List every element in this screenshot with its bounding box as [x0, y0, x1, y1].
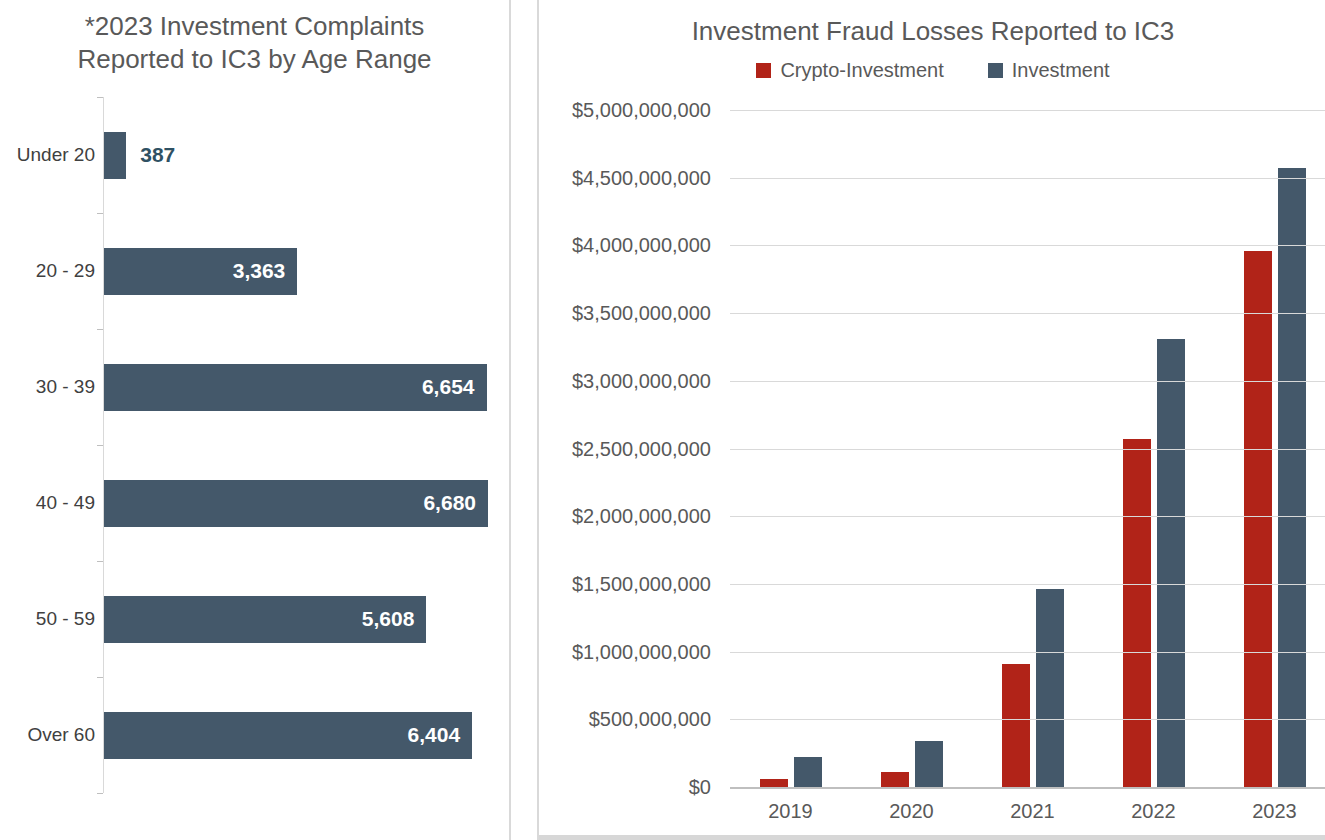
- age-label: 30 - 39: [0, 376, 95, 398]
- age-label: 20 - 29: [0, 260, 95, 282]
- left-chart-title-line2: Reported to IC3 by Age Range: [77, 44, 431, 74]
- gridline: [730, 110, 1325, 111]
- legend-label-crypto-investment: Crypto-Investment: [780, 59, 943, 82]
- gridline: [730, 449, 1325, 450]
- age-label: 40 - 49: [0, 492, 95, 514]
- investment-bar: [915, 741, 943, 787]
- complaints-bar: 6,654: [104, 364, 487, 411]
- gridline: [730, 245, 1325, 246]
- value-label: 387: [140, 143, 175, 167]
- gridline: [730, 381, 1325, 382]
- y-axis-tick-label: $3,500,000,000: [539, 301, 711, 325]
- bottom-edge-strip: [539, 835, 1325, 840]
- y-axis-tick-label: $3,000,000,000: [539, 369, 711, 393]
- crypto-investment-bar: [1123, 439, 1151, 787]
- gridline: [730, 178, 1325, 179]
- crypto-investment-bar: [760, 779, 788, 787]
- legend-item-crypto-investment: Crypto-Investment: [756, 59, 943, 82]
- fraud-losses-plot-area: $5,000,000,000$4,500,000,000$4,000,000,0…: [539, 110, 1325, 789]
- age-row: Over 60 6,404: [0, 677, 509, 793]
- investment-bar: [794, 757, 822, 787]
- y-axis-tick-label: $1,500,000,000: [539, 572, 711, 596]
- y-axis-tick-label: $2,000,000,000: [539, 504, 711, 528]
- gridline: [730, 313, 1325, 314]
- x-axis-label: 2022: [1093, 800, 1214, 823]
- right-chart-title: Investment Fraud Losses Reported to IC3: [539, 16, 1325, 47]
- x-axis-label: 2020: [851, 800, 972, 823]
- age-label: Under 20: [0, 144, 95, 166]
- age-row: 40 - 49 6,680: [0, 445, 509, 561]
- y-axis-tick-label: $5,000,000,000: [539, 98, 711, 122]
- investment-bar: [1036, 589, 1064, 787]
- y-axis-tick-label: $0: [539, 775, 711, 799]
- x-axis-label: 2021: [972, 800, 1093, 823]
- crypto-investment-bar: [881, 772, 909, 787]
- x-axis-labels: 20192020202120222023: [730, 800, 1325, 823]
- complaints-bar: 6,680: [104, 480, 488, 527]
- investment-bar: [1278, 168, 1306, 787]
- age-row: Under 20 387: [0, 97, 509, 213]
- y-axis-tick-label: $4,000,000,000: [539, 233, 711, 257]
- complaints-bar: 3,363: [104, 248, 297, 295]
- y-axis-tick-label: $2,500,000,000: [539, 437, 711, 461]
- value-label: 6,654: [422, 375, 487, 399]
- complaints-bar: [104, 132, 126, 179]
- complaints-bar: 6,404: [104, 712, 472, 759]
- legend-item-investment: Investment: [988, 59, 1110, 82]
- legend: Crypto-Investment Investment: [539, 59, 1325, 82]
- investment-swatch-icon: [988, 63, 1003, 78]
- value-label: 6,404: [408, 723, 473, 747]
- value-label: 3,363: [233, 259, 298, 283]
- age-label: 50 - 59: [0, 608, 95, 630]
- legend-label-investment: Investment: [1012, 59, 1110, 82]
- gridline: [730, 584, 1325, 585]
- y-axis-tick-label: $1,000,000,000: [539, 640, 711, 664]
- crypto-investment-swatch-icon: [756, 63, 771, 78]
- left-chart-title-line1: *2023 Investment Complaints: [85, 11, 425, 41]
- x-axis-label: 2023: [1214, 800, 1325, 823]
- age-complaints-plot-area: Under 20 387 20 - 29 3,363 30 - 39 6,654 40 - …: [0, 97, 509, 793]
- gridline: [730, 652, 1325, 653]
- value-label: 5,608: [362, 607, 427, 631]
- age-row: 50 - 59 5,608: [0, 561, 509, 677]
- complaints-bar: 5,608: [104, 596, 426, 643]
- y-axis-tick-label: $500,000,000: [539, 707, 711, 731]
- age-complaints-chart-panel: *2023 Investment Complaints Reported to …: [0, 0, 511, 840]
- crypto-investment-bar: [1244, 251, 1272, 787]
- crypto-investment-bar: [1002, 664, 1030, 787]
- x-axis-label: 2019: [730, 800, 851, 823]
- age-row: 20 - 29 3,363: [0, 213, 509, 329]
- age-label: Over 60: [0, 724, 95, 746]
- y-axis-tick-label: $4,500,000,000: [539, 166, 711, 190]
- age-row: 30 - 39 6,654: [0, 329, 509, 445]
- left-chart-title: *2023 Investment Complaints Reported to …: [55, 10, 455, 76]
- x-axis-line: [730, 787, 1325, 789]
- value-label: 6,680: [423, 491, 488, 515]
- fraud-losses-chart-panel: Investment Fraud Losses Reported to IC3 …: [537, 0, 1325, 840]
- gridline: [730, 719, 1325, 720]
- gridline: [730, 516, 1325, 517]
